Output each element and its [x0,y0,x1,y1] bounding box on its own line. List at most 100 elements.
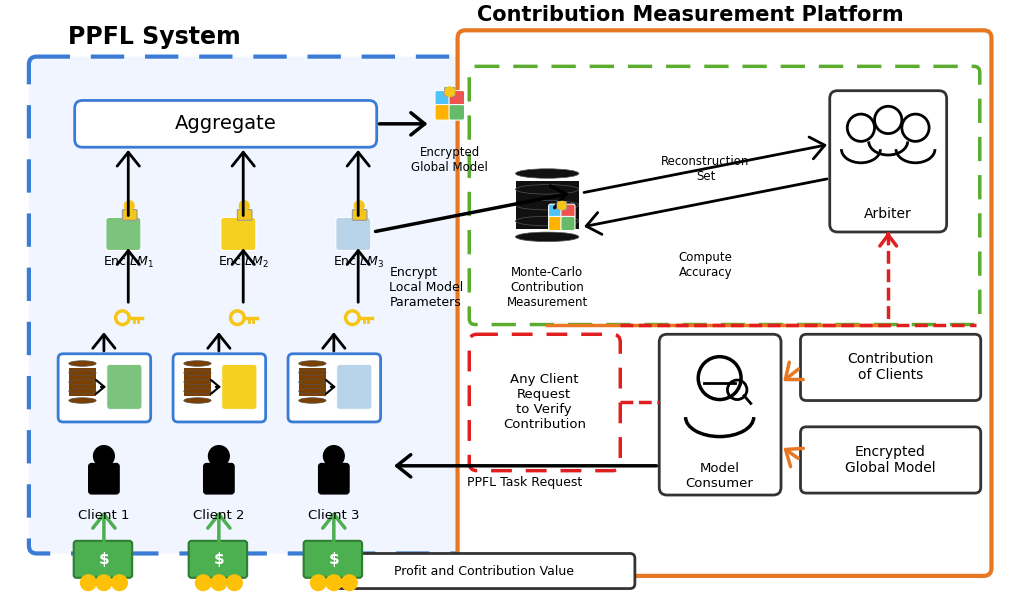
Circle shape [96,575,112,591]
FancyBboxPatch shape [515,213,579,229]
FancyBboxPatch shape [352,210,367,220]
Ellipse shape [299,388,326,394]
Circle shape [342,575,357,591]
FancyBboxPatch shape [333,553,635,588]
FancyBboxPatch shape [829,91,946,232]
FancyBboxPatch shape [238,210,252,220]
FancyBboxPatch shape [304,541,362,578]
Circle shape [209,446,229,466]
Ellipse shape [183,379,211,385]
FancyBboxPatch shape [183,387,211,396]
FancyBboxPatch shape [221,217,256,251]
FancyBboxPatch shape [123,210,137,220]
Circle shape [326,575,342,591]
Circle shape [354,201,365,211]
Text: Encrypt
Local Model
Parameters: Encrypt Local Model Parameters [389,266,464,309]
FancyBboxPatch shape [183,378,211,387]
Text: Encrypted
Global Model: Encrypted Global Model [412,146,488,174]
FancyBboxPatch shape [318,463,349,494]
Circle shape [324,446,344,466]
Ellipse shape [515,169,579,178]
Ellipse shape [183,388,211,394]
Circle shape [196,575,211,591]
FancyBboxPatch shape [106,364,142,410]
Text: Client 3: Client 3 [308,509,359,522]
FancyBboxPatch shape [288,354,381,422]
FancyBboxPatch shape [444,88,455,96]
FancyBboxPatch shape [299,387,326,396]
FancyBboxPatch shape [105,217,141,251]
Circle shape [211,575,226,591]
Ellipse shape [183,361,211,366]
Ellipse shape [69,388,96,394]
Text: Contribution
of Clients: Contribution of Clients [847,352,933,382]
Text: Client 2: Client 2 [194,509,245,522]
FancyBboxPatch shape [204,463,234,494]
FancyBboxPatch shape [549,204,563,218]
Text: Compute
Accuracy: Compute Accuracy [679,251,732,280]
Ellipse shape [69,379,96,385]
Ellipse shape [515,232,579,242]
Ellipse shape [299,370,326,376]
Text: Encrypted
Global Model: Encrypted Global Model [845,445,936,475]
FancyBboxPatch shape [75,100,377,147]
FancyBboxPatch shape [222,364,257,410]
FancyBboxPatch shape [336,217,371,251]
Ellipse shape [299,398,326,403]
Text: Aggregate: Aggregate [175,114,276,133]
FancyBboxPatch shape [549,216,563,231]
Ellipse shape [299,361,326,366]
FancyBboxPatch shape [458,30,991,576]
FancyBboxPatch shape [299,368,326,378]
Text: $: $ [214,552,224,567]
FancyBboxPatch shape [58,354,151,422]
Ellipse shape [515,201,579,210]
Circle shape [310,575,326,591]
FancyBboxPatch shape [69,378,96,387]
FancyBboxPatch shape [337,364,372,410]
FancyBboxPatch shape [299,378,326,387]
Ellipse shape [69,398,96,403]
Circle shape [445,87,455,97]
FancyBboxPatch shape [557,202,566,210]
Text: PPFL System: PPFL System [68,25,241,49]
Text: Enc $LM_2$: Enc $LM_2$ [218,255,268,271]
FancyBboxPatch shape [659,334,781,495]
Circle shape [81,575,96,591]
FancyBboxPatch shape [515,181,579,198]
FancyBboxPatch shape [801,427,981,493]
Text: Enc $LM_1$: Enc $LM_1$ [102,255,154,271]
Text: Model
Consumer: Model Consumer [686,461,754,490]
Ellipse shape [515,185,579,194]
FancyBboxPatch shape [469,334,621,471]
Ellipse shape [183,398,211,403]
FancyBboxPatch shape [188,541,247,578]
Text: Client 1: Client 1 [78,509,130,522]
FancyBboxPatch shape [89,463,119,494]
FancyBboxPatch shape [449,91,465,106]
FancyBboxPatch shape [183,368,211,378]
Ellipse shape [183,370,211,376]
FancyBboxPatch shape [74,541,132,578]
FancyBboxPatch shape [561,204,575,218]
Circle shape [124,201,134,211]
Text: Profit and Contribution Value: Profit and Contribution Value [394,565,573,577]
Text: $: $ [98,552,110,567]
FancyBboxPatch shape [561,216,575,231]
Text: Reconstruction
Set: Reconstruction Set [662,155,750,183]
FancyBboxPatch shape [435,91,451,106]
FancyBboxPatch shape [449,104,465,120]
FancyBboxPatch shape [435,104,451,120]
Circle shape [112,575,127,591]
Circle shape [558,201,566,210]
Ellipse shape [515,216,579,226]
FancyBboxPatch shape [801,334,981,400]
Circle shape [93,446,115,466]
FancyBboxPatch shape [69,368,96,378]
Text: Any Client
Request
to Verify
Contribution: Any Client Request to Verify Contributio… [503,373,586,431]
FancyBboxPatch shape [173,354,265,422]
Ellipse shape [69,370,96,376]
Text: Enc $LM_3$: Enc $LM_3$ [333,255,384,271]
Text: $: $ [329,552,339,567]
Ellipse shape [69,361,96,366]
